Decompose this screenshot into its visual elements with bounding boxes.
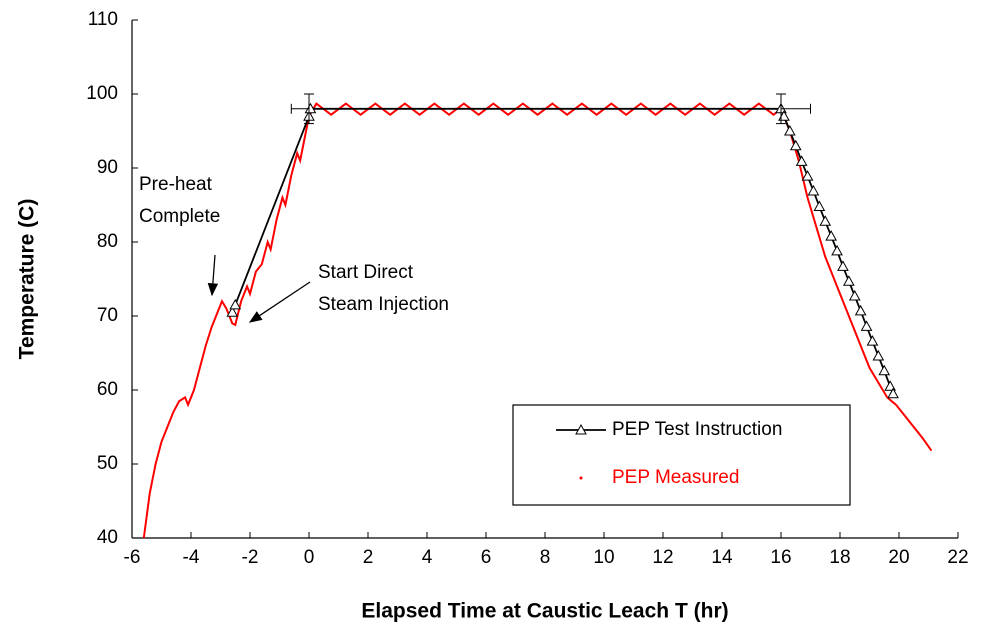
- marker-triangle: [843, 275, 855, 286]
- marker-triangle: [825, 230, 837, 241]
- marker-triangle: [226, 306, 239, 317]
- marker-triangle: [784, 124, 796, 136]
- x-tick-label: 4: [422, 547, 433, 568]
- annotation-arrow: [248, 281, 311, 323]
- annotation: Pre-heat: [139, 174, 213, 195]
- x-tick-label: 0: [304, 547, 315, 568]
- marker-triangle: [813, 200, 826, 211]
- x-tick-label: 12: [652, 547, 673, 568]
- x-tick-label: 20: [888, 547, 909, 568]
- y-tick-label: 60: [97, 379, 118, 400]
- series-line: [142, 102, 933, 539]
- x-tick-label: 8: [540, 547, 551, 568]
- marker-triangle: [878, 364, 891, 376]
- marker-triangle: [819, 215, 832, 226]
- marker-triangle: [801, 170, 814, 181]
- annotation: Steam Injection: [318, 294, 449, 315]
- marker-triangle: [837, 260, 849, 271]
- x-tick-label: 6: [481, 547, 492, 568]
- marker-triangle: [848, 289, 861, 301]
- legend-label: PEP Test Instruction: [612, 419, 782, 440]
- x-axis-label: Elapsed Time at Caustic Leach T (hr): [361, 600, 728, 623]
- marker-triangle: [789, 139, 802, 151]
- marker-triangle: [229, 298, 242, 310]
- series-line: [231, 107, 894, 395]
- marker-triangle: [854, 304, 867, 316]
- x-tick-label: -4: [183, 547, 200, 568]
- y-tick-label: 40: [97, 527, 118, 548]
- marker-triangle: [575, 423, 587, 435]
- y-tick-label: 70: [97, 305, 118, 326]
- y-tick-label: 50: [97, 453, 118, 474]
- y-tick-label: 80: [97, 231, 118, 252]
- legend-dot: [579, 476, 583, 480]
- annotation: Start Direct: [318, 262, 414, 283]
- y-axis-label: Temperature (C): [16, 199, 39, 360]
- marker-triangle: [884, 380, 896, 391]
- marker-triangle: [831, 244, 843, 256]
- y-tick-label: 110: [88, 9, 118, 30]
- x-tick-label: 18: [829, 547, 850, 568]
- marker-triangle: [860, 320, 873, 331]
- marker-triangle: [807, 184, 820, 196]
- marker-triangle: [795, 155, 808, 166]
- legend-label: PEP Measured: [612, 467, 739, 488]
- y-tick-label: 100: [86, 83, 118, 104]
- x-tick-label: 22: [947, 547, 968, 568]
- x-tick-label: 16: [770, 547, 791, 568]
- x-tick-label: -2: [242, 547, 259, 568]
- annotation: Complete: [139, 206, 220, 227]
- y-tick-label: 90: [97, 157, 118, 178]
- annotation-arrow: [207, 254, 219, 297]
- legend-box: [512, 404, 851, 506]
- x-tick-label: -6: [124, 547, 141, 568]
- marker-triangle: [887, 387, 899, 399]
- x-tick-label: 2: [363, 547, 374, 568]
- x-tick-label: 10: [593, 547, 614, 568]
- x-tick-label: 14: [711, 547, 733, 568]
- marker-triangle: [872, 349, 885, 361]
- marker-triangle: [866, 335, 879, 346]
